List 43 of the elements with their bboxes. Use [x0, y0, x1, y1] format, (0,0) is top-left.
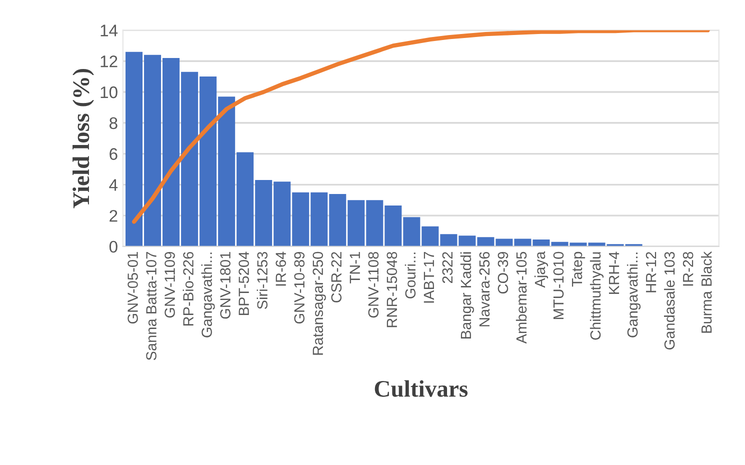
- y-tick-label: 2: [110, 210, 118, 222]
- x-tick-label: GNV-05-01: [128, 252, 138, 324]
- x-tick-label: Navara-256: [479, 252, 490, 326]
- line-series: [132, 30, 710, 224]
- x-tick-label: Burma Black: [701, 251, 712, 333]
- x-tick-label: HR-12: [646, 252, 656, 292]
- x-tick-label: Tatep: [572, 252, 586, 287]
- y-tick-label: 10: [100, 86, 118, 98]
- y-tick-label: 6: [110, 148, 118, 160]
- x-tick-label: GNV-10-89: [294, 252, 305, 324]
- y-tick-label: 0: [109, 240, 118, 253]
- x-tick-label: RP-Bio-226: [182, 252, 194, 326]
- x-tick-label: Chittmuthyalu: [590, 252, 604, 340]
- x-tick-label: Gangavathi...: [201, 252, 215, 338]
- x-tick-label: CSR-22: [331, 252, 342, 302]
- x-tick-label: GNV-1108: [368, 252, 379, 318]
- x-tick-label: Gandasale 103: [664, 252, 675, 350]
- x-tick-label: Sanna Batta-107: [146, 252, 156, 360]
- x-axis-title: Cultivars: [374, 380, 468, 397]
- x-tick-label: CO-39: [498, 252, 508, 294]
- x-tick-label: GNV-1109: [164, 252, 175, 318]
- x-tick-label: Ratansagar-250: [312, 252, 326, 355]
- y-tick-label: 12: [100, 56, 118, 68]
- x-tick-label: GNV-1801: [220, 252, 230, 319]
- y-tick-label: 8: [110, 117, 118, 130]
- x-tick-label: IR-64: [276, 252, 286, 286]
- y-tick-label: 4: [109, 179, 118, 191]
- x-tick-label: Ambemar-105: [516, 252, 527, 344]
- x-tick-label: IABT-17: [424, 252, 434, 303]
- y-tick-label: 14: [100, 24, 118, 36]
- x-tick-label: 2322: [442, 252, 453, 284]
- x-tick-label: RNR-15048: [386, 252, 398, 328]
- x-tick-label: Gangavathi...: [626, 252, 641, 338]
- x-tick-label: IR-28: [682, 252, 694, 286]
- x-tick-label: KRH-4: [609, 252, 620, 294]
- x-tick-label: Gouri...: [404, 252, 416, 298]
- x-tick-label: Siri-1253: [256, 252, 268, 310]
- x-tick-label: Ajaya: [534, 251, 548, 288]
- y-axis-title: Yield loss (%): [72, 68, 94, 208]
- x-tick-label: TN-1: [350, 252, 360, 284]
- x-tick-label: BPT-5204: [238, 252, 249, 315]
- x-tick-label: Bangar Kaddi: [460, 252, 474, 338]
- x-tick-label: MTU-1010: [553, 252, 564, 319]
